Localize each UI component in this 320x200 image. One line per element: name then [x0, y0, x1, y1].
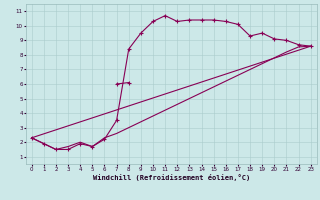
X-axis label: Windchill (Refroidissement éolien,°C): Windchill (Refroidissement éolien,°C) — [92, 174, 250, 181]
